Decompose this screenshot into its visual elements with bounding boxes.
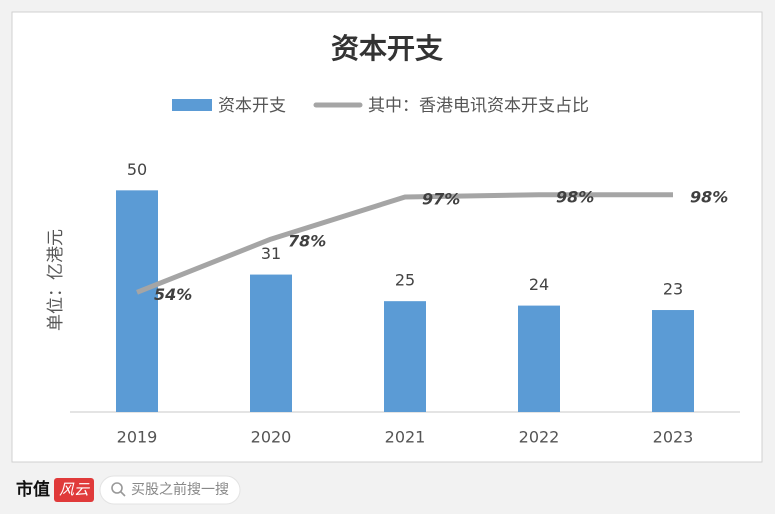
brand: 市值 [16,479,50,500]
search-icon [111,482,123,494]
x-tick-label: 2019 [117,428,158,447]
brand-mark: 风云 [59,481,90,499]
footer: 市值 风云 买股之前搜一搜 [16,475,241,505]
legend-label: 其中：香港电讯资本开支占比 [368,96,589,116]
bar [518,305,560,412]
bar [652,310,694,412]
legend-swatch [172,99,212,111]
bar-value-label: 31 [261,244,281,263]
bar-value-label: 50 [127,160,147,179]
line-value-label: 98% [690,187,728,206]
chart-title: 资本开支 [331,32,443,65]
search-icon-handle [120,491,126,497]
bar [384,301,426,412]
bar [116,190,158,412]
x-tick-label: 2023 [653,428,694,447]
line [136,192,673,295]
line-value-label: 98% [556,187,594,206]
line-value-label: 54% [154,285,192,304]
legend-label: 资本开支 [218,96,286,116]
line-value-label: 97% [422,189,460,208]
brand-mark-bg [54,478,94,502]
bar [250,274,292,412]
x-tick-label: 2021 [385,428,426,447]
line-value-label: 78% [288,232,326,251]
bar-value-label: 25 [395,271,415,290]
bar-value-label: 23 [663,280,683,299]
x-tick-label: 2022 [519,428,560,447]
search-placeholder: 买股之前搜一搜 [131,481,229,498]
y-axis-label: 单位：亿港元 [46,229,66,331]
search-box[interactable] [99,475,241,505]
bar-value-label: 24 [529,275,549,294]
x-tick-label: 2020 [251,428,292,447]
